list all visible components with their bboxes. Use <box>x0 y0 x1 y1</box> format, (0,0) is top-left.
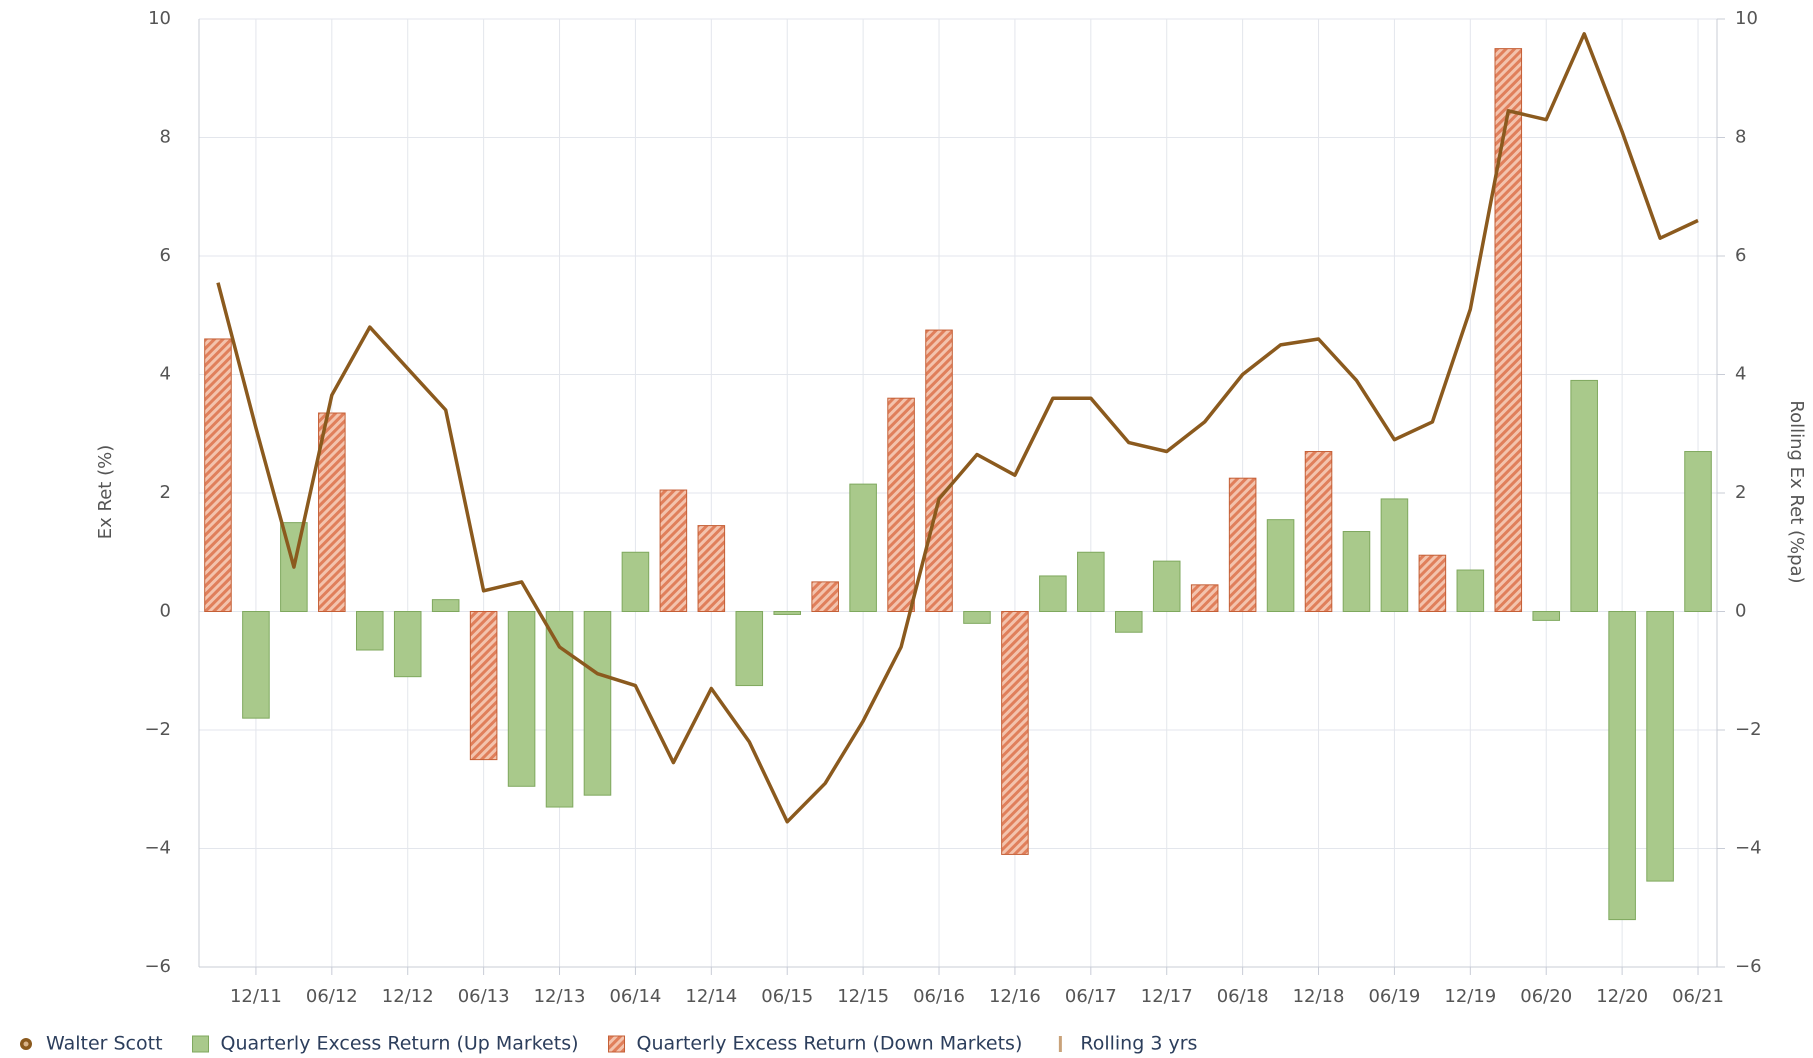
bar <box>963 611 991 624</box>
y-tick-label: 10 <box>148 8 171 29</box>
y-tick-label: 4 <box>160 364 171 385</box>
y2-tick-label: −2 <box>1735 719 1762 740</box>
bar <box>1608 611 1636 921</box>
x-tick-label: 12/12 <box>382 986 434 1007</box>
bar <box>925 329 953 612</box>
legend-marker <box>608 1035 626 1053</box>
x-tick-label: 12/11 <box>230 986 282 1007</box>
legend-marker-center <box>23 1041 29 1047</box>
bar <box>1190 584 1219 613</box>
bar <box>1152 560 1181 613</box>
y2-axis-title: Rolling Ex Ret (%pa) <box>1786 400 1807 583</box>
bar <box>431 599 460 613</box>
x-tick-label: 12/14 <box>685 986 737 1007</box>
x-tick-label: 06/14 <box>609 986 661 1007</box>
x-tick-label: 06/15 <box>761 986 813 1007</box>
y-tick-label: 2 <box>160 482 171 503</box>
bar <box>1646 611 1674 882</box>
y2-tick-label: −6 <box>1735 956 1762 977</box>
bar <box>242 611 270 719</box>
bar <box>1114 611 1143 633</box>
x-tick-label: 06/20 <box>1520 986 1572 1007</box>
x-tick-label: 12/18 <box>1293 986 1345 1007</box>
y-axis-title: Ex Ret (%) <box>95 445 116 539</box>
bar <box>1532 611 1561 621</box>
bar <box>1304 451 1333 612</box>
bar <box>1266 519 1295 612</box>
bar <box>355 611 384 651</box>
x-tick-label: 06/21 <box>1672 986 1724 1007</box>
x-tick-label: 06/18 <box>1217 986 1269 1007</box>
bar <box>318 412 346 613</box>
bar <box>659 489 688 613</box>
bar <box>545 611 574 808</box>
bar <box>1342 531 1371 613</box>
bar <box>1418 554 1447 613</box>
bar <box>1077 551 1105 612</box>
x-tick-label: 12/15 <box>837 986 889 1007</box>
bar <box>735 611 764 687</box>
bar <box>204 338 232 612</box>
y2-tick-label: 10 <box>1735 8 1758 29</box>
bar <box>1570 379 1598 612</box>
line <box>216 32 1699 824</box>
y-tick-label: −6 <box>144 956 171 977</box>
bar <box>697 525 726 613</box>
y-tick-label: −2 <box>144 719 171 740</box>
legend-label: Quarterly Excess Return (Down Markets) <box>637 1033 1023 1055</box>
y-tick-label: −4 <box>144 838 171 859</box>
bar <box>1380 498 1409 612</box>
y2-tick-label: 2 <box>1735 482 1746 503</box>
legend-marker <box>192 1035 210 1053</box>
bar <box>773 611 802 615</box>
legend: Walter Scott Quarterly Excess Return (Up … <box>20 1033 1197 1055</box>
bar <box>469 611 498 761</box>
bar <box>1039 575 1067 613</box>
x-tick-label: 12/13 <box>534 986 586 1007</box>
legend-label: Quarterly Excess Return (Up Markets) <box>221 1033 579 1055</box>
y2-tick-label: 0 <box>1735 601 1746 622</box>
y2-tick-label: 8 <box>1735 127 1746 148</box>
bar <box>1684 451 1712 612</box>
bar <box>1001 611 1029 855</box>
y2-tick-label: 6 <box>1735 245 1746 266</box>
bar <box>507 611 536 787</box>
y-tick-label: 0 <box>160 601 171 622</box>
y2-tick-label: 4 <box>1735 364 1746 385</box>
bar <box>849 483 877 612</box>
bar <box>621 551 650 612</box>
x-tick-label: 06/16 <box>913 986 965 1007</box>
bar <box>887 397 915 613</box>
bar <box>811 581 839 612</box>
bar <box>393 611 422 678</box>
x-tick-label: 06/12 <box>306 986 358 1007</box>
legend-label: Rolling 3 yrs <box>1080 1033 1197 1055</box>
bar <box>583 611 612 796</box>
bar <box>1494 48 1523 612</box>
y2-tick-label: −4 <box>1735 838 1762 859</box>
x-tick-label: 12/20 <box>1596 986 1648 1007</box>
y-tick-label: 6 <box>160 245 171 266</box>
legend-label: Walter Scott <box>46 1033 163 1055</box>
x-tick-label: 06/19 <box>1368 986 1420 1007</box>
x-tick-label: 06/17 <box>1065 986 1117 1007</box>
x-tick-label: 06/13 <box>458 986 510 1007</box>
x-tick-label: 12/19 <box>1444 986 1496 1007</box>
bar <box>1228 477 1257 612</box>
bar <box>1456 569 1485 613</box>
x-tick-label: 12/16 <box>989 986 1041 1007</box>
x-tick-label: 12/17 <box>1141 986 1193 1007</box>
y-tick-label: 8 <box>160 127 171 148</box>
